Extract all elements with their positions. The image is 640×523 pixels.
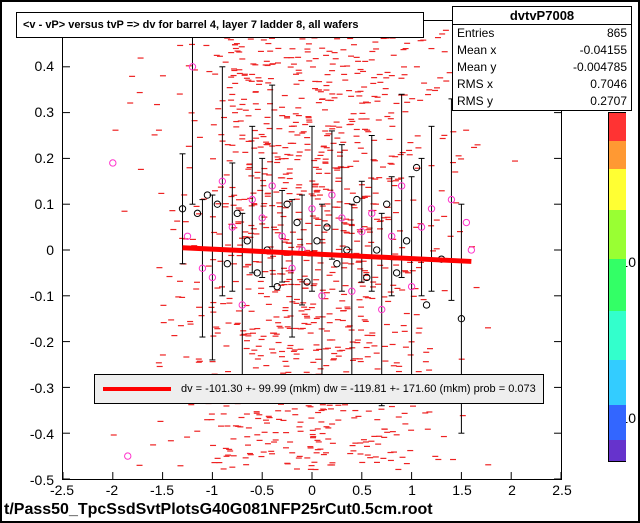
stats-row: Mean y -0.004785 — [453, 59, 631, 76]
xtick-label: -0.5 — [242, 482, 282, 498]
stats-label: Entries — [457, 25, 494, 42]
stats-row: Entries 865 — [453, 25, 631, 42]
colorbar-segment — [609, 141, 626, 169]
ytick-label: -0.4 — [4, 426, 54, 442]
xtick-label: 1 — [392, 482, 432, 498]
xtick-label: -1.5 — [142, 482, 182, 498]
ytick-label: -0.3 — [4, 380, 54, 396]
stats-label: Mean y — [457, 59, 496, 76]
stats-value: 865 — [607, 25, 627, 42]
stats-box: dvtvP7008 Entries865Mean x-0.04155Mean y… — [452, 6, 632, 111]
colorbar-segment — [609, 360, 626, 405]
xtick-label: -1 — [192, 482, 232, 498]
stats-value: 0.2707 — [590, 93, 627, 110]
stats-value: -0.004785 — [573, 59, 627, 76]
colorbar-segment — [609, 440, 626, 461]
footer-filename: t/Pass50_TpcSsdSvtPlotsG40G081NFP25rCut0… — [4, 501, 433, 519]
fit-result-box: dv = -101.30 +- 99.99 (mkm) dw = -119.81… — [94, 374, 544, 404]
stats-row: RMS x 0.7046 — [453, 76, 631, 93]
xtick-label: 0 — [292, 482, 332, 498]
stats-name: dvtvP7008 — [453, 7, 631, 25]
colorbar-segment — [609, 113, 626, 141]
stats-value: 0.7046 — [590, 76, 627, 93]
stats-value: -0.04155 — [580, 42, 627, 59]
colorbar — [608, 112, 626, 462]
colorbar-segment — [609, 311, 626, 360]
plot-title: <v - vP> versus tvP => dv for barrel 4, … — [16, 12, 424, 38]
xtick-label: -2.5 — [42, 482, 82, 498]
ytick-label: 0.1 — [4, 196, 54, 212]
xtick-label: 2 — [492, 482, 532, 498]
ytick-label: 0 — [4, 242, 54, 258]
ytick-label: 0.2 — [4, 150, 54, 166]
ytick-label: 0.3 — [4, 104, 54, 120]
colorbar-segment — [609, 169, 626, 211]
ytick-label: 0.4 — [4, 58, 54, 74]
colorbar-segment — [609, 259, 626, 311]
fit-line-sample — [103, 387, 171, 391]
xtick-label: 1.5 — [442, 482, 482, 498]
root-canvas: <v - vP> versus tvP => dv for barrel 4, … — [0, 0, 640, 523]
ytick-label: -0.1 — [4, 288, 54, 304]
xtick-label: 2.5 — [542, 482, 582, 498]
xtick-label: 0.5 — [342, 482, 382, 498]
stats-label: RMS x — [457, 76, 493, 93]
xtick-label: -2 — [92, 482, 132, 498]
stats-row: RMS y 0.2707 — [453, 93, 631, 110]
colorbar-segment — [609, 405, 626, 440]
ytick-label: -0.2 — [4, 334, 54, 350]
colorbar-segment — [609, 210, 626, 259]
stats-label: Mean x — [457, 42, 496, 59]
plot-title-text: <v - vP> versus tvP => dv for barrel 4, … — [23, 19, 358, 31]
stats-row: Mean x -0.04155 — [453, 42, 631, 59]
stats-label: RMS y — [457, 93, 493, 110]
fit-result-text: dv = -101.30 +- 99.99 (mkm) dw = -119.81… — [181, 383, 536, 395]
